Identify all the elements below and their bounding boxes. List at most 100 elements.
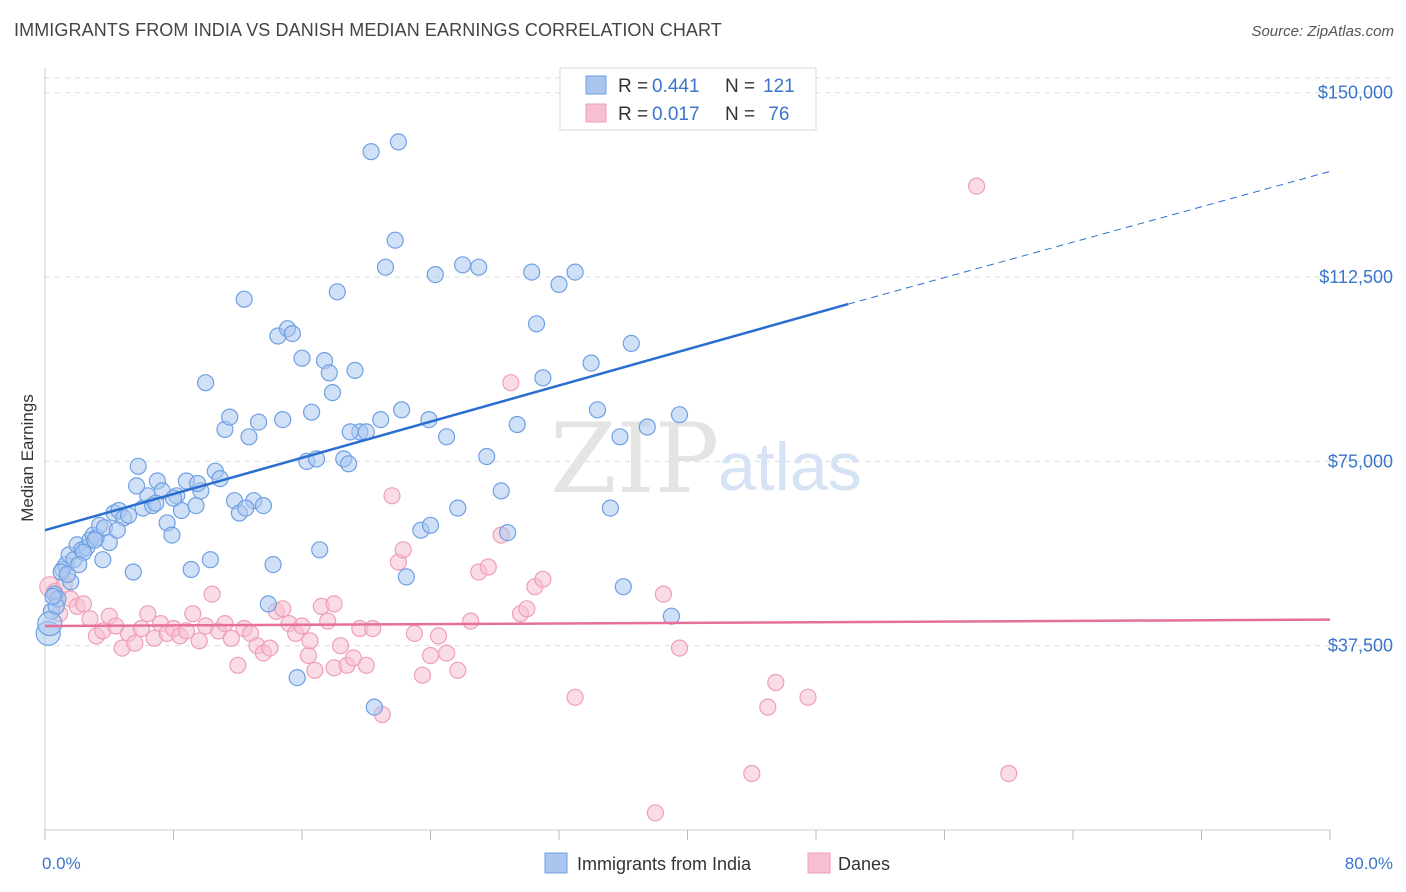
danes-point <box>301 632 319 650</box>
india-point <box>201 551 219 569</box>
danes-point <box>319 612 337 630</box>
danes-point <box>344 649 362 667</box>
india-point <box>323 384 342 402</box>
india-point <box>128 477 146 495</box>
series-legend-item-danes[interactable]: Danes <box>807 852 890 874</box>
india-point <box>508 415 526 434</box>
india-point <box>108 521 126 539</box>
danes-point <box>799 688 817 706</box>
danes-point <box>177 622 195 640</box>
y-tick-label: $112,500 <box>1319 267 1393 287</box>
chart-title: IMMIGRANTS FROM INDIA VS DANISH MEDIAN E… <box>14 20 722 40</box>
india-point <box>254 497 272 515</box>
watermark-atlas: atlas <box>718 429 862 505</box>
india-point <box>320 364 338 382</box>
danes-point <box>331 637 350 655</box>
watermark-zip: ZIP <box>550 403 719 515</box>
india-point <box>94 551 112 569</box>
danes-point <box>203 585 221 603</box>
india-point <box>250 413 268 431</box>
stats-legend-r-value-india: 0.441 <box>652 76 700 97</box>
india-point <box>670 406 689 424</box>
danes-trend-line <box>44 618 1331 628</box>
india-point <box>187 497 205 515</box>
danes-point <box>767 673 785 692</box>
series-legend-swatch-danes <box>807 852 831 874</box>
india-point <box>264 555 282 574</box>
india-point <box>235 290 253 308</box>
source-credit: Source: ZipAtlas.com <box>1251 23 1394 40</box>
india-point <box>182 560 200 579</box>
india-point <box>365 698 383 716</box>
india-point <box>534 369 552 387</box>
india-point <box>372 411 390 429</box>
danes-point <box>357 656 375 674</box>
danes-point <box>139 605 157 623</box>
danes-point <box>229 656 247 674</box>
x-tick-label-min: 0.0% <box>42 854 81 873</box>
series-legend-swatch-india <box>544 852 568 874</box>
stats-legend-n-label-danes: N = <box>725 104 760 125</box>
india-point <box>449 499 467 517</box>
danes-point <box>479 558 497 576</box>
india-point <box>341 423 359 441</box>
india-point <box>662 607 681 625</box>
danes-point <box>261 639 279 657</box>
danes-point <box>462 612 480 630</box>
danes-point <box>534 570 552 588</box>
india-point <box>393 401 411 419</box>
series-legend-item-india[interactable]: Immigrants from India <box>544 852 752 874</box>
danes-point <box>325 595 343 613</box>
y-axis-label: Median Earnings <box>18 394 37 522</box>
india-point <box>288 668 306 687</box>
india-point <box>328 283 346 301</box>
india-point <box>58 565 77 584</box>
series-legend-label-india: Immigrants from India <box>577 854 752 874</box>
india-trend-line <box>44 302 849 532</box>
trend-lines <box>44 170 1331 628</box>
india-point <box>470 258 488 276</box>
india-point <box>582 354 600 372</box>
india-point <box>426 266 444 284</box>
india-point <box>421 516 440 534</box>
danes-point <box>306 661 324 679</box>
india-point <box>274 411 292 429</box>
danes-point <box>670 639 689 657</box>
danes-point <box>421 646 440 665</box>
x-tick-label-max: 80.0% <box>1345 854 1393 873</box>
danes-point <box>429 627 448 645</box>
stats-legend-r-label-danes: R = <box>618 104 653 125</box>
danes-point <box>405 624 423 643</box>
india-point <box>527 315 546 333</box>
india-point <box>311 541 329 559</box>
danes-point <box>438 644 456 662</box>
danes-point <box>394 541 412 559</box>
stats-legend-n-value-india: 121 <box>763 76 795 97</box>
india-point <box>611 428 629 446</box>
grid-lines <box>45 77 1395 647</box>
india-point <box>340 455 358 473</box>
y-tick-labels: $37,500 $75,000 $112,500 $150,000 <box>1318 83 1393 656</box>
stats-legend: R = 0.441 N = 121 R = 0.017 N = 76 <box>559 67 817 131</box>
india-point <box>303 403 321 421</box>
danes-point <box>126 634 144 652</box>
india-point <box>478 447 496 466</box>
danes-point <box>274 600 292 618</box>
series-legend: Immigrants from India Danes <box>544 852 890 874</box>
x-axis-ticks <box>44 830 1331 840</box>
india-point <box>221 408 239 426</box>
india-point <box>70 555 88 574</box>
danes-point <box>222 629 240 647</box>
india-point <box>44 587 62 606</box>
danes-point <box>566 688 584 706</box>
danes-point <box>413 666 432 684</box>
danes-point <box>364 619 382 638</box>
india-point <box>37 610 63 637</box>
india-point <box>397 568 415 586</box>
india-point <box>499 523 517 542</box>
india-point <box>622 334 640 352</box>
danes-point <box>646 804 665 822</box>
y-tick-label: $75,000 <box>1328 451 1393 471</box>
danes-point <box>216 614 234 633</box>
